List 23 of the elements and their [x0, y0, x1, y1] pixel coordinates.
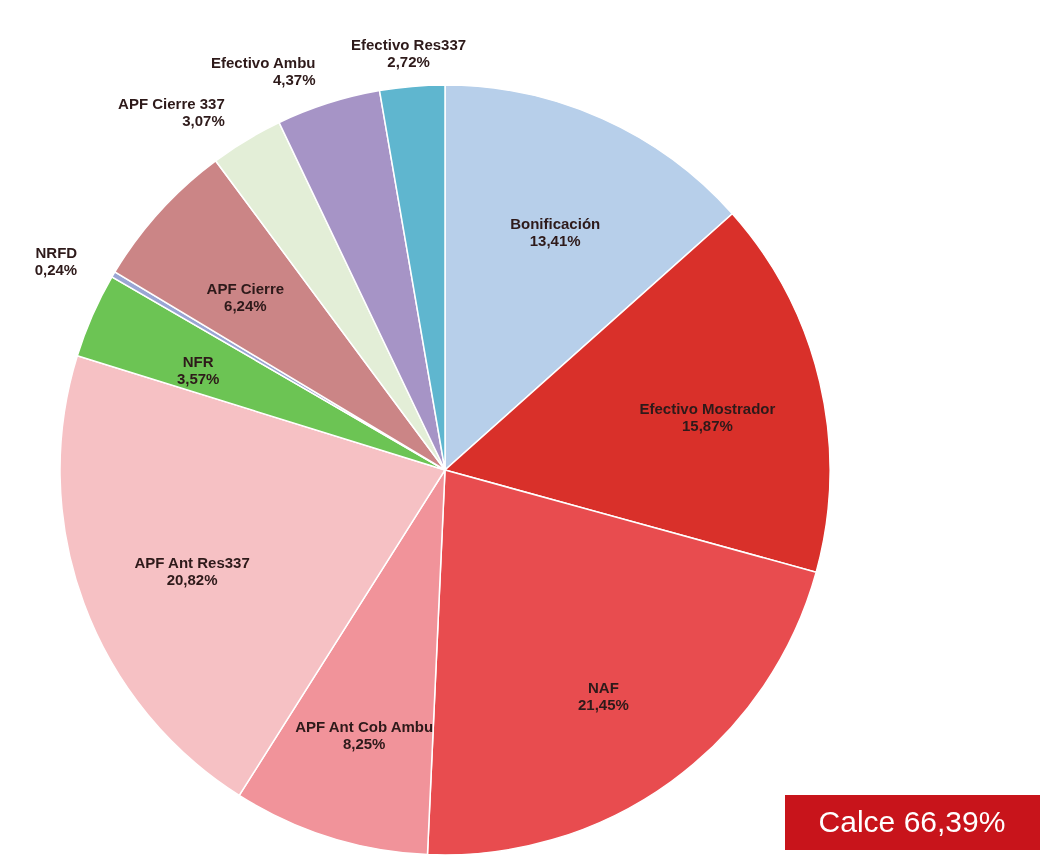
data-label: 6,24%	[224, 296, 267, 314]
data-label: 3,57%	[176, 369, 220, 387]
slice-label: APF Ant Cob Ambu	[295, 718, 434, 736]
text: Calce 66,39%	[818, 805, 1006, 838]
slice-label: NFR	[182, 352, 214, 370]
data-label: 3,07%	[182, 112, 225, 130]
data-label: 15,87%	[681, 416, 733, 434]
data-label: 20,82%	[166, 571, 218, 589]
data-label: 8,25%	[342, 735, 386, 753]
data-label: 2,72%	[387, 52, 430, 70]
data-label: 0,24%	[34, 261, 78, 279]
slice-label: APF Ant Res337	[134, 554, 250, 572]
slice-label: NRFD	[35, 244, 78, 262]
data-label: 21,45%	[577, 696, 629, 714]
slice-label: APF Cierre	[206, 279, 285, 297]
slice-label: Efectivo Mostrador	[639, 399, 776, 417]
slice-label: NAF	[587, 679, 619, 697]
data-label: 13,41%	[529, 232, 581, 250]
slice-label: Efectivo Res337	[351, 35, 467, 53]
slice-label: Bonificación	[510, 215, 601, 233]
slice-label: Efectivo Ambu	[211, 54, 316, 72]
slice-label: APF Cierre 337	[118, 95, 225, 113]
data-label: 4,37%	[272, 71, 316, 89]
